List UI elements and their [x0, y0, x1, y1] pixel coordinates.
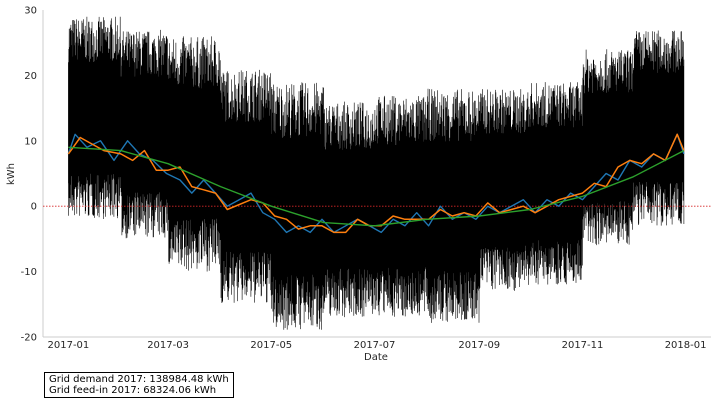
y-axis-label: kWh: [6, 163, 17, 185]
x-tick-label: 2017-03: [147, 340, 189, 351]
tick-labels: 2017-01 2017-03 2017-05 2017-07 2017-09 2017-…: [21, 6, 707, 352]
y-tick-label: 30: [24, 6, 37, 17]
x-tick-label: 2017-01: [48, 340, 90, 351]
axes: [42, 10, 711, 338]
y-tick-label: 0: [31, 202, 37, 213]
monthly-mean-line: [68, 146, 685, 227]
weekly-mean-line: [67, 133, 685, 234]
x-tick-label: 2017-07: [354, 340, 396, 351]
x-tick-label: 2017-11: [562, 340, 604, 351]
grid-feedin-text: Grid feed-in 2017: 68324.06 kWh: [49, 385, 217, 396]
y-tick-label: -20: [21, 333, 37, 344]
x-axis-label: Date: [364, 352, 388, 363]
summary-text-box: Grid demand 2017: 138984.48 kWh Grid fee…: [44, 372, 234, 398]
x-tick-label: 2017-05: [250, 340, 292, 351]
raw-data-line: [68, 16, 685, 330]
y-tick-label: 20: [24, 71, 37, 82]
mean-series: [67, 133, 685, 234]
y-tick-label: 10: [24, 136, 37, 147]
x-tick-label: 2017-09: [458, 340, 500, 351]
raw-series: [68, 16, 685, 330]
grid-demand-text: Grid demand 2017: 138984.48 kWh: [49, 374, 229, 385]
x-tick-label: 2018-01: [665, 340, 707, 351]
y-tick-label: -10: [21, 267, 37, 278]
